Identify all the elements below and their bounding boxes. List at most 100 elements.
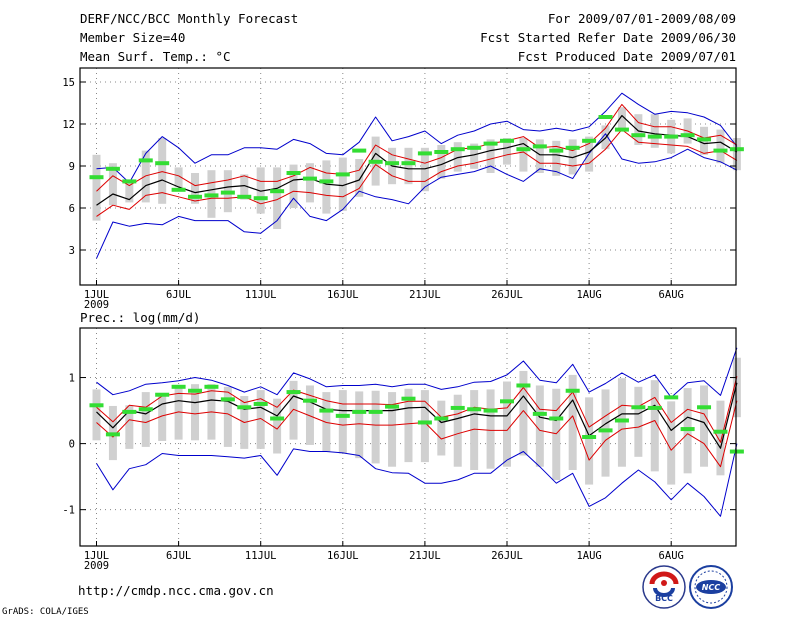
- temp-spread-box: [289, 164, 298, 208]
- temp-spread-box: [437, 145, 446, 179]
- temp-xtick-label: 1JUL: [84, 289, 109, 301]
- prec-member-marker: [614, 418, 629, 423]
- prec-envelope-low-line: [96, 347, 738, 398]
- temp-year-label: 2009: [84, 299, 109, 311]
- refer-date: Fcst Started Refer Date 2009/06/30: [480, 30, 736, 45]
- prec-member-marker: [155, 392, 170, 397]
- produced-date: Fcst Produced Date 2009/07/01: [518, 49, 736, 64]
- temp-member-marker: [138, 158, 153, 163]
- prec-xtick-label: 1AUG: [576, 550, 601, 562]
- prec-spread-box: [256, 390, 265, 449]
- prec-spread-box: [650, 380, 659, 472]
- temp-ytick-label: 3: [69, 245, 75, 257]
- temp-spread-lower-line: [96, 129, 738, 217]
- temp-member-marker: [516, 147, 531, 152]
- prec-spread-box: [273, 398, 282, 454]
- temp-xtick-label: 21JUL: [409, 289, 441, 301]
- prec-ytick-label: -1: [62, 505, 75, 517]
- temp-ytick-label: 9: [69, 161, 75, 173]
- prec-member-marker: [549, 416, 564, 421]
- temp-xtick-label: 11JUL: [245, 289, 277, 301]
- temp-spread-box: [535, 139, 544, 173]
- prec-spread-box: [470, 390, 479, 471]
- temp-envelope-low-line: [96, 133, 738, 259]
- temp-member-marker: [220, 190, 235, 195]
- temp-spread-box: [552, 140, 561, 176]
- temp-member-marker: [483, 141, 498, 146]
- temp-member-marker: [647, 134, 662, 139]
- temperature-grid: [80, 68, 736, 285]
- prec-envelope-high-line: [96, 443, 738, 517]
- prec-spread-box: [223, 386, 232, 447]
- prec-spread-box: [486, 389, 495, 469]
- temp-spread-box: [174, 167, 183, 187]
- prec-member-marker: [729, 449, 744, 454]
- prec-xtick-label: 6JUL: [166, 550, 191, 562]
- temp-spread-upper-line: [96, 103, 738, 192]
- temp-member-marker: [204, 193, 219, 198]
- prec-spread-box: [158, 393, 167, 441]
- temp-member-marker: [598, 115, 613, 119]
- prec-spread-box: [732, 357, 741, 418]
- prec-member-marker: [483, 408, 498, 413]
- temp-member-marker: [319, 179, 334, 184]
- prec-spread-box: [519, 370, 528, 456]
- prec-member-marker: [270, 416, 285, 421]
- temp-member-marker: [417, 151, 432, 156]
- prec-member-marker: [368, 409, 383, 414]
- temp-member-marker: [565, 145, 580, 150]
- prec-member-marker: [680, 427, 695, 432]
- prec-member-marker: [253, 401, 268, 406]
- prec-member-marker: [302, 398, 317, 403]
- temp-member-marker: [335, 172, 350, 177]
- prec-spread-box: [453, 394, 462, 467]
- prec-xtick-label: 16JUL: [327, 550, 359, 562]
- prec-ytick-label: 0: [69, 439, 75, 451]
- prec-spread-box: [437, 400, 446, 456]
- member-size-label: Member Size=40: [80, 30, 185, 45]
- temp-xtick-label: 16JUL: [327, 289, 359, 301]
- prec-xtick-label: 11JUL: [245, 550, 277, 562]
- prec-spread-box: [338, 390, 347, 454]
- prec-spread-box: [141, 392, 150, 447]
- prec-spread-box: [716, 400, 725, 476]
- prec-spread-box: [371, 390, 380, 464]
- temp-spread-box: [108, 163, 117, 206]
- prec-spread-box: [404, 388, 413, 463]
- temp-member-marker: [302, 176, 317, 181]
- prec-spread-box: [601, 389, 610, 477]
- temp-ytick-label: 15: [62, 77, 75, 89]
- temp-member-marker: [237, 194, 252, 199]
- temp-spread-box: [141, 150, 150, 203]
- temp-spread-box: [305, 163, 314, 203]
- temp-member-marker: [664, 134, 679, 139]
- temp-member-marker: [582, 138, 597, 143]
- bcc-logo-text: BCC: [655, 594, 673, 603]
- temp-spread-box: [650, 114, 659, 148]
- prec-spread-box: [634, 386, 643, 457]
- temp-spread-box: [125, 181, 134, 203]
- prec-member-marker: [434, 416, 449, 421]
- prec-member-marker: [220, 397, 235, 402]
- prec-member-marker: [500, 399, 514, 404]
- ncc-logo-text: NCC: [702, 583, 721, 592]
- prec-member-marker: [631, 405, 646, 410]
- temperature-panel: 3 6 9 12 15 1JUL 6JUL 11JUL 16JUL 21JUL 26JUL 1AUG 6…: [62, 67, 744, 311]
- prec-spread-box: [503, 381, 511, 467]
- prec-member-marker: [713, 429, 728, 434]
- prec-spread-box: [322, 392, 331, 452]
- precipitation-frame: [79, 327, 737, 547]
- temp-spread-box: [716, 129, 725, 164]
- prec-member-marker: [188, 388, 203, 393]
- temp-member-marker: [368, 159, 383, 164]
- prec-member-marker: [204, 384, 219, 389]
- prec-member-marker: [598, 428, 613, 433]
- prec-member-marker: [565, 388, 580, 393]
- prec-member-marker: [352, 409, 367, 414]
- temp-spread-box: [420, 147, 429, 192]
- footer-url[interactable]: http://cmdp.ncc.cma.gov.cn: [78, 583, 274, 598]
- prec-spread-box: [388, 392, 397, 467]
- temp-envelope-high-line: [96, 92, 738, 184]
- prec-member-marker: [697, 405, 712, 410]
